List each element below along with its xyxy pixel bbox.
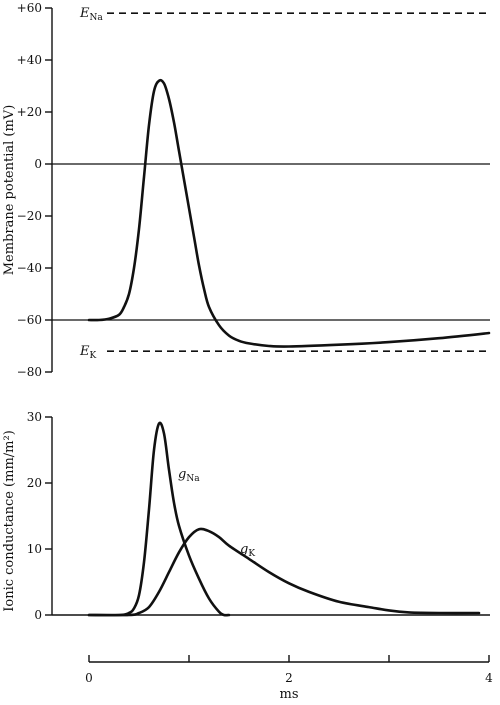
potential-y-tick-label: +40 (17, 53, 42, 67)
conductance-y-tick-label: 10 (27, 542, 42, 556)
membrane-potential-curve (87, 78, 491, 348)
potential-y-tick-label: 0 (34, 157, 42, 171)
time-axis: 0 2 4 ms (85, 655, 493, 702)
potential-y-tick-label: −20 (17, 209, 42, 223)
conductance-k-label: gK (240, 542, 255, 559)
conductance-y-tick-label: 30 (27, 410, 42, 424)
time-axis-title: ms (280, 687, 299, 702)
time-tick-label: 0 (85, 671, 93, 685)
membrane-potential-panel: +60 +40 +20 0 −20 −40 −60 −80 Membrane potential… (2, 1, 491, 379)
potential-y-tick-label: +20 (17, 105, 42, 119)
conductance-y-tick-label: 20 (27, 476, 42, 490)
time-tick-label: 4 (485, 671, 493, 685)
conductance-na-label: gNa (178, 467, 200, 484)
time-tick-label: 2 (285, 671, 293, 685)
conductance-y-axis-title: Ionic conductance (mm/m²) (2, 430, 17, 612)
potential-y-tick-label: −80 (17, 365, 42, 379)
potential-y-tick-label: +60 (17, 1, 42, 15)
potential-y-tick-label: −60 (17, 313, 42, 327)
conductance-y-tick-label: 0 (34, 608, 42, 622)
equilibrium-potential-na-label: ENa (79, 6, 103, 23)
potential-y-tick-label: −40 (17, 261, 42, 275)
equilibrium-potential-k-label: EK (79, 344, 97, 361)
potential-y-axis-title: Membrane potential (mV) (2, 105, 17, 276)
ionic-conductance-panel: 30 20 10 0 Ionic conductance (mm/m²) gNa gK (2, 410, 490, 622)
conductance-na-curve (87, 421, 231, 617)
conductance-k-curve (87, 527, 481, 617)
